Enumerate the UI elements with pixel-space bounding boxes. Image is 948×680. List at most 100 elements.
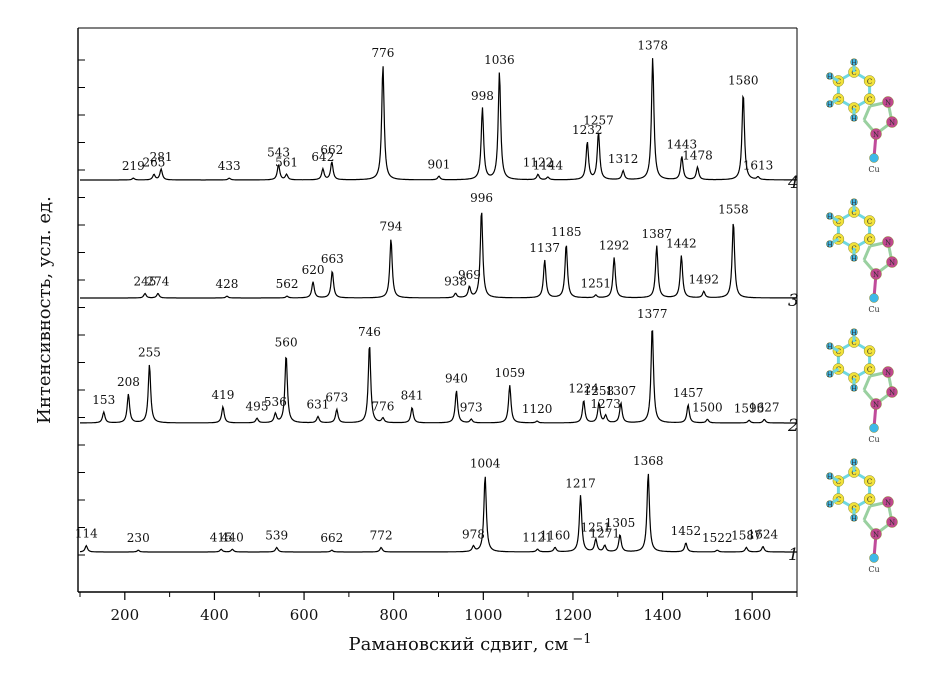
peak-label: 281: [150, 150, 173, 164]
series-label-4: 4: [787, 173, 799, 193]
atom: [826, 370, 834, 378]
peak-label: 1377: [637, 307, 668, 321]
copper-label: Cu: [868, 165, 879, 174]
peak-label: 1593: [734, 401, 765, 415]
x-axis-title: Рамановский сдвиг, см −1: [348, 632, 591, 655]
spectrum-line-3: [80, 212, 797, 299]
peak-label: 1121: [522, 530, 553, 544]
atom: [886, 516, 898, 528]
atom-label: C: [851, 209, 856, 217]
peak-label: 536: [264, 395, 287, 409]
atom-label: C: [867, 348, 872, 356]
x-tick-label: 400: [200, 606, 229, 624]
atom: [863, 475, 876, 487]
peak-label: 746: [358, 325, 381, 339]
peak-label: 1271: [589, 527, 620, 541]
peak-label: 1378: [637, 39, 668, 53]
x-tick-label: 600: [290, 606, 319, 624]
x-axis-title-exponent: −1: [572, 632, 591, 647]
peak-label: 1059: [494, 366, 525, 380]
atom-label: C: [867, 366, 872, 374]
atom-label: H: [827, 241, 833, 249]
atom: [869, 293, 879, 303]
peak-label: 776: [371, 400, 394, 414]
peak-label: 1224: [568, 382, 599, 396]
peak-label: 776: [371, 46, 394, 60]
peak-label: 1251: [581, 276, 612, 290]
x-axis-title-text: Рамановский сдвиг, см: [348, 634, 568, 655]
peak-label: 996: [470, 191, 493, 205]
peak-label: 1273: [590, 397, 621, 411]
molecule-structures: CCCCCCNNNHHHHCuCCCCCCNNNHHHHCuCCCCCCNNNH…: [826, 58, 898, 574]
atom: [850, 114, 858, 122]
peak-label: 1613: [743, 158, 774, 172]
peak-label: 662: [320, 531, 343, 545]
peak-label: 1258: [584, 384, 615, 398]
copper-label: Cu: [868, 435, 879, 444]
x-tick-label: 800: [379, 606, 408, 624]
atom: [863, 93, 876, 105]
peak-label: 841: [401, 389, 424, 403]
atom: [882, 496, 894, 508]
atom: [826, 500, 834, 508]
peak-label: 114: [75, 527, 98, 541]
peak-label: 245: [134, 275, 157, 289]
peak-label: 274: [147, 275, 170, 289]
peak-label: 539: [265, 529, 288, 543]
series-label-3: 3: [788, 291, 799, 311]
atom: [870, 398, 882, 410]
atom-label: N: [873, 131, 879, 139]
peak-label: 1185: [551, 225, 582, 239]
peak-label: 1307: [606, 384, 637, 398]
atom-label: H: [851, 515, 857, 523]
spectrum-line-2: [80, 330, 797, 424]
peak-label: 978: [462, 528, 485, 542]
peak-label: 208: [117, 375, 140, 389]
peak-label: 1624: [748, 528, 779, 542]
atom: [826, 342, 834, 350]
atom: [886, 386, 898, 398]
atom: [850, 198, 858, 206]
x-tick-label: 1600: [733, 606, 771, 624]
peak-label: 1257: [583, 113, 614, 127]
atom-label: N: [885, 369, 891, 377]
peak-label: 1251: [581, 520, 612, 534]
peak-label: 642: [311, 150, 334, 164]
peak-label: 419: [211, 388, 234, 402]
atom-label: C: [867, 236, 872, 244]
atom-label: H: [827, 501, 833, 509]
peak-label: 561: [275, 156, 298, 170]
peak-label: 1144: [533, 158, 564, 172]
series-labels-group: 1 2 3 4: [787, 173, 799, 565]
peak-label: 662: [320, 143, 343, 157]
molecule-diagram: CCCCCCNNNHHHHCu: [826, 458, 898, 574]
peak-label: 1452: [671, 524, 702, 538]
atom-label: H: [851, 385, 857, 393]
molecule-diagram: CCCCCCNNNHHHHCu: [826, 198, 898, 314]
atom: [882, 236, 894, 248]
atom-label: H: [827, 73, 833, 81]
copper-label: Cu: [868, 565, 879, 574]
atom-label: N: [885, 99, 891, 107]
peak-label: 440: [221, 530, 244, 544]
peak-label: 901: [427, 157, 450, 171]
atom-label: C: [836, 78, 841, 86]
peak-label: 620: [302, 263, 325, 277]
bond: [862, 505, 872, 521]
atom: [850, 514, 858, 522]
atom: [870, 268, 882, 280]
peak-label: 938: [444, 275, 467, 289]
peak-label: 495: [246, 400, 269, 414]
peak-label: 265: [142, 156, 165, 170]
spectrum-line-4: [80, 58, 797, 181]
peak-label: 560: [275, 336, 298, 350]
peak-label: 1217: [565, 476, 596, 490]
atom-label: N: [885, 239, 891, 247]
atom-label: C: [867, 496, 872, 504]
atom: [863, 215, 876, 227]
peak-label: 153: [92, 393, 115, 407]
atom-label: N: [889, 119, 895, 127]
atom: [850, 458, 858, 466]
peak-label: 1587: [731, 529, 762, 543]
